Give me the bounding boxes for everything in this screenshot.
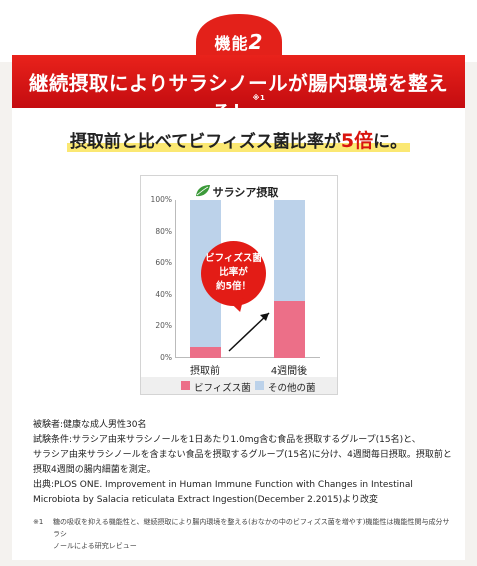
chart-legend: ビフィズス菌 その他の菌 — [141, 377, 337, 394]
legend-label-other: その他の菌 — [268, 383, 316, 394]
chart-title-text: サラシア摂取 — [212, 186, 279, 199]
x-tick-label: 摂取前 — [190, 366, 220, 377]
feature-badge-text: 機能 — [214, 34, 249, 53]
callout-line-1: ビフィズス菌 — [205, 253, 262, 264]
headline: 摂取前と比べてビフィズス菌比率が5倍に。 — [0, 126, 477, 153]
feature-badge-number: 2 — [248, 30, 264, 54]
headline-prefix: 摂取前と比べてビフィズス菌比率が — [69, 132, 341, 152]
bar-segment-bifidus — [189, 346, 221, 358]
legend-swatch-other — [255, 381, 264, 390]
increase-arrow-icon — [228, 312, 270, 352]
note-line: 被験者:健康な成人男性30名 — [33, 420, 147, 430]
title-banner: 継続摂取によりサラシノールが腸内環境を整える！※1 — [12, 55, 465, 124]
note-line: サラシア由来サラシノールを含まない食品を摂取するグループ(15名)に分け、4週間… — [33, 450, 452, 460]
note-line: Microbiota by Salacia reticulata Extract… — [33, 495, 378, 505]
footnote-line: 糖の吸収を抑える機能性と、継続摂取により腸内環境を整える(おなかの中のビフィズス… — [53, 518, 450, 538]
legend-swatch-bifidus — [181, 381, 190, 390]
y-tick-label: 40% — [155, 289, 172, 299]
bar-segment-bifidus — [273, 301, 305, 358]
leaf-icon — [196, 185, 210, 197]
y-tick-label: 100% — [150, 195, 172, 204]
footnote-mark: ※1 — [33, 518, 44, 526]
note-line: 摂取4週間の腸内細菌を測定。 — [33, 465, 156, 475]
study-notes: 被験者:健康な成人男性30名 試験条件:サラシア由来サラシノールを1日あたり1.… — [33, 418, 453, 508]
feature-badge: 機能2 — [194, 12, 284, 72]
bar-segment-other — [273, 200, 305, 302]
x-tick-label: 4週間後 — [270, 366, 308, 377]
headline-suffix: に。 — [373, 132, 408, 152]
headline-highlighted: 摂取前と比べてビフィズス菌比率が5倍に。 — [66, 130, 411, 152]
callout-line-3: 約5倍！ — [215, 281, 252, 292]
note-line: 試験条件:サラシア由来サラシノールを1日あたり1.0mg含む食品を摂取するグルー… — [33, 435, 421, 445]
banner-note-mark: ※1 — [252, 94, 266, 102]
note-line: 出典:PLOS ONE. Improvement in Human Immune… — [33, 480, 413, 490]
y-tick-label: 80% — [155, 226, 172, 236]
y-tick-label: 60% — [155, 258, 172, 268]
badge-shape-icon — [196, 14, 282, 62]
y-tick-label: 20% — [155, 321, 172, 331]
y-tick-label: 0% — [160, 353, 172, 362]
legend-label-bifidus: ビフィズス菌 — [194, 383, 251, 394]
callout-line-2: 比率が — [219, 267, 248, 278]
footnote-body: 糖の吸収を抑える機能性と、継続摂取により腸内環境を整える(おなかの中のビフィズス… — [53, 516, 453, 552]
footnote-line: ノールによる研究レビュー — [53, 542, 137, 550]
plot-area — [175, 200, 320, 358]
chart-title: サラシア摂取 — [0, 184, 477, 200]
feature-badge-label: 機能2 — [194, 30, 284, 54]
bar-stack — [273, 200, 305, 358]
headline-emphasis: 5倍 — [340, 130, 374, 152]
callout-bubble: ビフィズス菌 比率が 約5倍！ — [201, 241, 266, 306]
